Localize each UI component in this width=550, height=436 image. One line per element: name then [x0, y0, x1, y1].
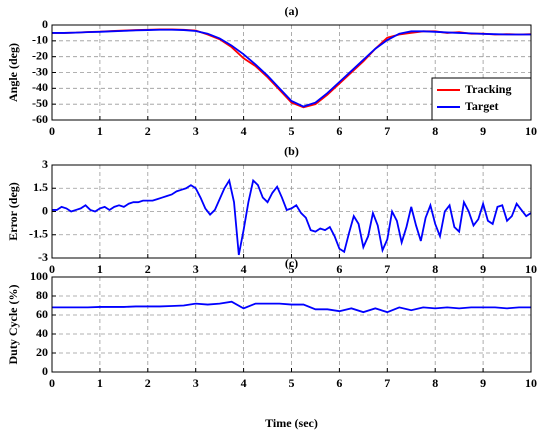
y-tick-label: 1.5: [33, 180, 48, 194]
x-tick-label: 5: [289, 376, 295, 390]
y-tick-label: 100: [30, 269, 48, 283]
legend-label: Tracking: [465, 82, 511, 96]
x-tick-label: 2: [145, 124, 151, 138]
x-tick-label: 8: [432, 124, 438, 138]
y-tick-label: -3: [38, 250, 48, 264]
y-tick-label: 3: [42, 157, 48, 171]
y-tick-label: -10: [32, 33, 48, 47]
y-tick-label: 0: [42, 364, 48, 378]
x-tick-label: 4: [241, 124, 247, 138]
y-tick-label: 20: [36, 345, 48, 359]
x-tick-label: 3: [193, 124, 199, 138]
x-tick-label: 6: [336, 124, 342, 138]
y-tick-label: 0: [42, 17, 48, 31]
x-tick-label: 9: [480, 124, 486, 138]
y-tick-label: -30: [32, 64, 48, 78]
y-tick-label: 0: [42, 203, 48, 217]
data-line: [52, 28, 531, 108]
x-tick-label: 9: [480, 262, 486, 276]
x-tick-label: 7: [384, 124, 390, 138]
y-tick-label: 80: [36, 288, 48, 302]
y-tick-label: -40: [32, 80, 48, 94]
x-tick-label: 8: [432, 262, 438, 276]
x-tick-label: 10: [525, 262, 537, 276]
y-tick-label: 40: [36, 326, 48, 340]
x-tick-label: 4: [241, 376, 247, 390]
x-tick-label: 5: [289, 262, 295, 276]
data-line: [52, 178, 532, 256]
legend-label: Target: [465, 99, 499, 113]
y-tick-label: -50: [32, 96, 48, 110]
x-tick-label: 0: [49, 376, 55, 390]
x-tick-label: 0: [49, 262, 55, 276]
x-tick-label: 6: [336, 376, 342, 390]
x-tick-label: 7: [384, 262, 390, 276]
x-tick-label: 8: [432, 376, 438, 390]
plot-frame: [51, 276, 532, 373]
y-tick-label: -60: [32, 112, 48, 126]
x-tick-label: 5: [289, 124, 295, 138]
x-tick-label: 1: [97, 376, 103, 390]
plot-frame: [51, 164, 532, 259]
x-tick-label: 1: [97, 124, 103, 138]
y-tick-label: 60: [36, 307, 48, 321]
x-tick-label: 0: [49, 124, 55, 138]
x-tick-label: 10: [525, 124, 537, 138]
data-line: [52, 300, 531, 314]
x-tick-label: 4: [241, 262, 247, 276]
x-tick-label: 10: [525, 376, 537, 390]
x-axis-label: Time (sec): [265, 416, 318, 430]
panel-title: (c): [285, 256, 298, 270]
x-tick-label: 1: [97, 262, 103, 276]
y-axis-label: Duty Cycle (%): [6, 285, 20, 365]
y-tick-label: -1.5: [29, 227, 48, 241]
plot-frame: [51, 24, 532, 121]
x-tick-label: 7: [384, 376, 390, 390]
y-axis-label: Error (deg): [6, 182, 20, 241]
x-tick-label: 6: [336, 262, 342, 276]
x-tick-label: 9: [480, 376, 486, 390]
y-axis-label: Angle (deg): [6, 43, 20, 102]
x-tick-label: 2: [145, 262, 151, 276]
x-tick-label: 3: [193, 262, 199, 276]
x-tick-label: 2: [145, 376, 151, 390]
panel-title: (b): [284, 144, 299, 158]
panel-title: (a): [285, 4, 299, 18]
legend-box: [431, 77, 532, 121]
y-tick-label: -20: [32, 48, 48, 62]
x-tick-label: 3: [193, 376, 199, 390]
